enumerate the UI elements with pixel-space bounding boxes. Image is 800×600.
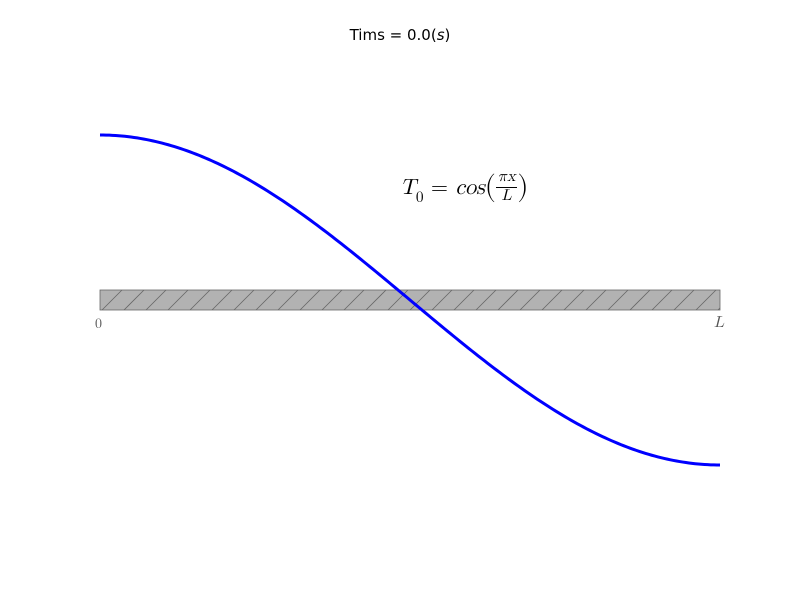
eq-denom: L	[496, 187, 517, 204]
eq-fraction: πxL	[496, 170, 517, 204]
eq-rparen: )	[517, 172, 528, 201]
eq-lparen: (	[485, 172, 496, 201]
axis-label-zero: 0	[95, 316, 102, 333]
eq-cos: cos	[455, 177, 484, 199]
axis-label-L: L	[714, 314, 724, 333]
plot-svg	[0, 0, 800, 600]
figure: { "figure": { "width_px": 800, "height_p…	[0, 0, 800, 600]
eq-equals: =	[424, 177, 456, 199]
eq-T: T	[400, 177, 416, 199]
eq-sub0: 0	[416, 190, 424, 205]
eq-numer: πx	[496, 170, 517, 186]
equation-label: T0 = cos(πxL)	[400, 168, 528, 206]
